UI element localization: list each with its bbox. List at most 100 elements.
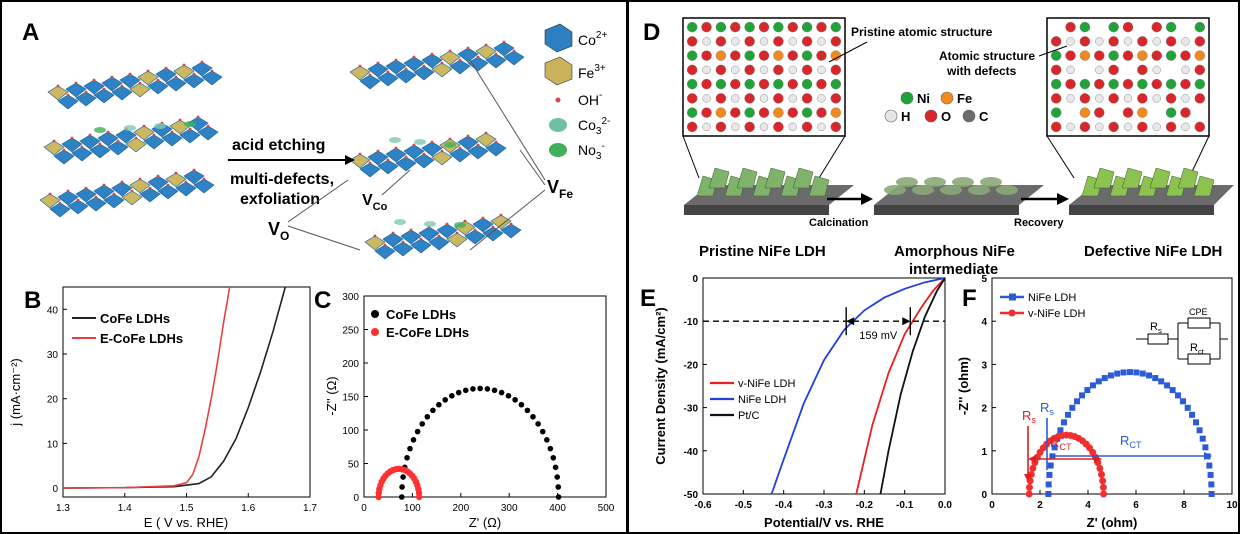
layer1-octahedron xyxy=(147,79,169,95)
data-point-0 xyxy=(1133,369,1140,376)
data-point-0 xyxy=(554,474,561,480)
oh-site xyxy=(476,143,480,147)
layer1-octahedron xyxy=(137,70,159,86)
lattice-atom xyxy=(1165,93,1177,104)
legend-marker-1 xyxy=(1008,309,1016,317)
oh-site xyxy=(134,136,138,140)
data-point-0 xyxy=(430,407,436,414)
lattice-atom xyxy=(830,121,842,133)
lattice-atom xyxy=(1165,36,1177,47)
interlayer-anion xyxy=(154,123,166,129)
arrow-label-bottom-2: exfoliation xyxy=(240,191,320,208)
layer4-octahedron xyxy=(421,53,443,69)
layer2-octahedron xyxy=(43,140,65,156)
layer6-octahedron xyxy=(392,241,414,257)
layer6-octahedron xyxy=(500,223,522,239)
layer5-octahedron xyxy=(359,162,381,178)
layer4-octahedron xyxy=(457,47,479,63)
oh-site xyxy=(476,55,480,59)
oh-site xyxy=(440,61,444,65)
defective-ldh-caption: Defective NiFe LDH xyxy=(1084,243,1222,260)
panel-d-atom-legend: Ni Fe H O C xyxy=(884,91,989,124)
layer6-octahedron xyxy=(428,235,450,251)
oh-site xyxy=(409,228,413,232)
lattice-atom xyxy=(830,36,842,47)
oh-site xyxy=(174,171,178,175)
data-point-0 xyxy=(539,428,546,435)
oh-site xyxy=(170,130,174,134)
oh-site xyxy=(66,93,70,97)
lattice-atom xyxy=(787,21,798,33)
lattice-atom xyxy=(715,50,727,61)
data-point-0 xyxy=(1079,392,1086,399)
data-point-0 xyxy=(547,445,554,452)
lattice-atom xyxy=(1194,121,1206,133)
lattice-atom xyxy=(1194,21,1206,33)
legend-label-2: OH- xyxy=(578,90,602,108)
data-point-0 xyxy=(1189,411,1196,418)
lattice-atom xyxy=(759,37,769,46)
y-tick-label: 300 xyxy=(342,292,359,303)
data-point-0 xyxy=(1051,444,1058,451)
lattice-atom xyxy=(715,78,727,90)
lattice-atom xyxy=(701,107,712,118)
pristine-ldh-caption: Pristine NiFe LDH xyxy=(699,243,826,260)
data-point-0 xyxy=(491,387,498,394)
lattice-atom xyxy=(1079,93,1091,104)
lattice-atom xyxy=(1123,37,1133,46)
oh-site xyxy=(404,67,408,71)
oh-site xyxy=(368,161,372,165)
y-tick-label: -10 xyxy=(684,317,699,328)
lattice-atom xyxy=(1079,21,1091,33)
lattice-atom xyxy=(1137,50,1148,61)
data-point-1 xyxy=(1096,464,1104,472)
lattice-atom xyxy=(801,64,813,76)
layer5-octahedron xyxy=(385,147,407,163)
x-tick-label: 8 xyxy=(1181,500,1187,511)
oh-site xyxy=(130,189,134,193)
lattice-atom xyxy=(759,122,769,132)
data-point-0 xyxy=(1202,444,1209,451)
x-tick-label: 400 xyxy=(549,503,566,514)
layer2-octahedron xyxy=(179,128,201,144)
oh-site xyxy=(148,186,152,190)
series-line-0 xyxy=(62,286,287,489)
oh-site xyxy=(156,78,160,82)
oh-site xyxy=(138,177,142,181)
oh-site xyxy=(448,49,452,53)
layer4-octahedron xyxy=(403,56,425,72)
data-point-0 xyxy=(1069,404,1076,411)
ldh-nanosheet xyxy=(1177,167,1199,189)
lattice-atom xyxy=(801,21,813,33)
amorphous-mound xyxy=(924,177,946,187)
data-point-0 xyxy=(1179,398,1186,405)
lattice-atom xyxy=(1122,21,1134,33)
series-line-1 xyxy=(62,286,231,489)
data-point-0 xyxy=(399,484,405,490)
layer6-octahedron xyxy=(382,232,404,248)
legend-label-text: No xyxy=(578,142,596,158)
defective-lattice xyxy=(1050,21,1206,133)
lattice-atom xyxy=(1066,94,1075,103)
layer4-octahedron xyxy=(395,68,417,84)
vacancy-o-label: VO xyxy=(268,219,289,243)
lattice-atom xyxy=(730,107,741,118)
layer6-octahedron xyxy=(436,223,458,239)
lattice-atom xyxy=(686,121,698,133)
lattice-atom xyxy=(701,78,712,90)
layer2-octahedron xyxy=(115,128,137,144)
data-point-0 xyxy=(1207,471,1214,478)
lattice-atom xyxy=(744,93,755,104)
lattice-atom xyxy=(1050,64,1062,76)
oh-site xyxy=(156,174,160,178)
recovery-arrowhead xyxy=(1057,193,1069,205)
oh-site xyxy=(463,219,467,223)
chart-f-xlabel: Z' (ohm) xyxy=(1087,515,1138,530)
oh-site xyxy=(106,130,110,134)
oh-site xyxy=(192,168,196,172)
lattice-atom xyxy=(1079,36,1091,47)
layer3-octahedron xyxy=(165,172,187,188)
legend-label-1: NiFe LDH xyxy=(738,394,786,406)
lattice-atom xyxy=(1108,93,1119,104)
oh-site xyxy=(458,58,462,62)
